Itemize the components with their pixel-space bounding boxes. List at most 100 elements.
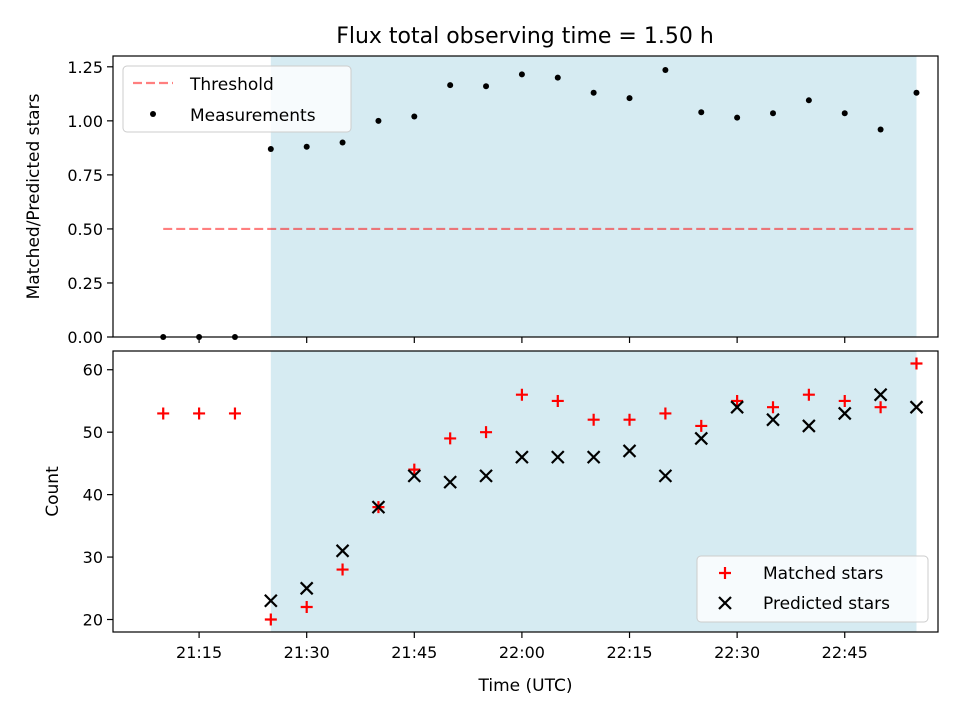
measurement-point <box>662 67 669 74</box>
matched-point <box>300 601 313 614</box>
measurement-point <box>770 110 776 117</box>
measurement-point <box>339 139 346 146</box>
y-tick-label: 0.25 <box>67 274 103 293</box>
y-tick-label: 0.50 <box>67 220 103 239</box>
x-tick-label: 21:30 <box>284 643 330 662</box>
matched-point <box>408 463 421 476</box>
y-axis-label: Count <box>43 466 63 517</box>
measurement-point <box>734 114 741 121</box>
measurement-point <box>877 126 884 133</box>
predicted-point <box>873 387 888 402</box>
matched-point <box>587 413 600 426</box>
predicted-point <box>515 450 529 464</box>
predicted-point <box>730 400 744 414</box>
matched-point <box>874 401 887 414</box>
matched-point <box>802 388 815 401</box>
predicted-point <box>479 469 493 483</box>
measurement-point <box>267 145 274 152</box>
measurement-point <box>447 82 454 89</box>
y-tick-label: 30 <box>83 548 103 567</box>
matched-point <box>193 407 206 420</box>
measurement-point <box>303 143 310 150</box>
matched-point <box>480 426 493 439</box>
axes-frame <box>112 55 939 338</box>
predicted-point <box>658 469 673 483</box>
legend-threshold-label: Threshold <box>189 75 274 95</box>
matched-point <box>767 401 779 414</box>
y-tick-label: 60 <box>83 361 103 380</box>
legend-predicted-label: Predicted stars <box>763 594 890 614</box>
count-panel: 20 30 40 50 60 21:15 21:30 21:45 22:00 22:15 22:30… <box>43 350 939 696</box>
legend-box <box>122 65 352 133</box>
legend-measurements-swatch <box>150 111 156 117</box>
predicted-point <box>407 469 422 483</box>
legend-top: Threshold Measurements <box>122 65 352 133</box>
measurement-point <box>805 97 812 104</box>
measurement-point <box>698 109 705 116</box>
chart-title: Flux total observing time = 1.50 h <box>336 24 714 49</box>
y-tick-label: 0.00 <box>67 328 103 347</box>
measurement-point <box>411 113 418 120</box>
series-matched-stars <box>157 357 923 626</box>
matched-point <box>659 407 672 420</box>
legend-predicted-swatch <box>718 596 732 610</box>
x-axis-label: Time (UTC) <box>478 676 573 696</box>
matched-point <box>910 357 923 370</box>
y-tick-label: 20 <box>83 611 103 630</box>
legend-bottom: Matched stars Predicted stars <box>696 555 929 623</box>
matched-point <box>695 419 708 432</box>
y-tick-label: 40 <box>83 486 103 505</box>
predicted-point <box>264 594 278 608</box>
matched-point <box>264 613 277 626</box>
legend-matched-label: Matched stars <box>763 564 883 584</box>
x-tick-label: 21:15 <box>176 643 222 662</box>
predicted-point <box>443 475 457 489</box>
predicted-point <box>802 419 816 433</box>
matched-point <box>515 388 528 401</box>
measurement-point <box>913 89 920 96</box>
predicted-point <box>371 500 386 514</box>
predicted-point <box>551 450 565 464</box>
predicted-point <box>766 412 780 427</box>
measurement-point <box>626 95 633 102</box>
y-axis-label: Matched/Predicted stars <box>24 93 44 299</box>
observing-span <box>270 56 917 337</box>
x-tick-label: 22:00 <box>499 643 545 662</box>
matched-point <box>444 432 457 445</box>
predicted-point <box>622 444 637 458</box>
y-tick-label: 1.25 <box>67 58 103 77</box>
measurement-point <box>590 89 597 96</box>
y-tick-label: 50 <box>83 423 103 442</box>
legend-matched-swatch <box>719 567 731 579</box>
measurement-point <box>554 74 561 81</box>
x-tick-label: 21:45 <box>391 643 437 662</box>
matched-point <box>336 563 349 576</box>
predicted-point <box>299 581 314 596</box>
predicted-point <box>694 431 709 446</box>
measurement-point <box>375 117 382 124</box>
y-tick-label: 1.00 <box>67 112 103 131</box>
measurement-point <box>483 83 490 90</box>
matched-point <box>228 407 241 420</box>
x-tick-label: 22:15 <box>606 643 652 662</box>
series-predicted-stars <box>264 387 924 608</box>
matched-point <box>157 407 170 420</box>
matched-point <box>623 413 636 426</box>
y-tick-label: 0.75 <box>67 166 103 185</box>
measurement-point <box>841 110 848 117</box>
matched-point <box>731 394 744 407</box>
series-measurements <box>160 67 920 340</box>
legend-measurements-label: Measurements <box>190 106 316 126</box>
ratio-panel: 0.00 0.25 0.50 0.75 1.00 1.25 Matched/Predicte… <box>24 55 939 347</box>
legend-box <box>696 555 929 623</box>
predicted-point <box>586 450 601 464</box>
axes-frame <box>112 350 939 633</box>
matched-point <box>551 394 564 407</box>
matched-point <box>838 394 851 407</box>
predicted-point <box>335 544 350 558</box>
measurement-point <box>518 71 525 78</box>
x-tick-label: 22:30 <box>714 643 760 662</box>
predicted-point <box>837 406 852 421</box>
x-tick-label: 22:45 <box>822 643 868 662</box>
